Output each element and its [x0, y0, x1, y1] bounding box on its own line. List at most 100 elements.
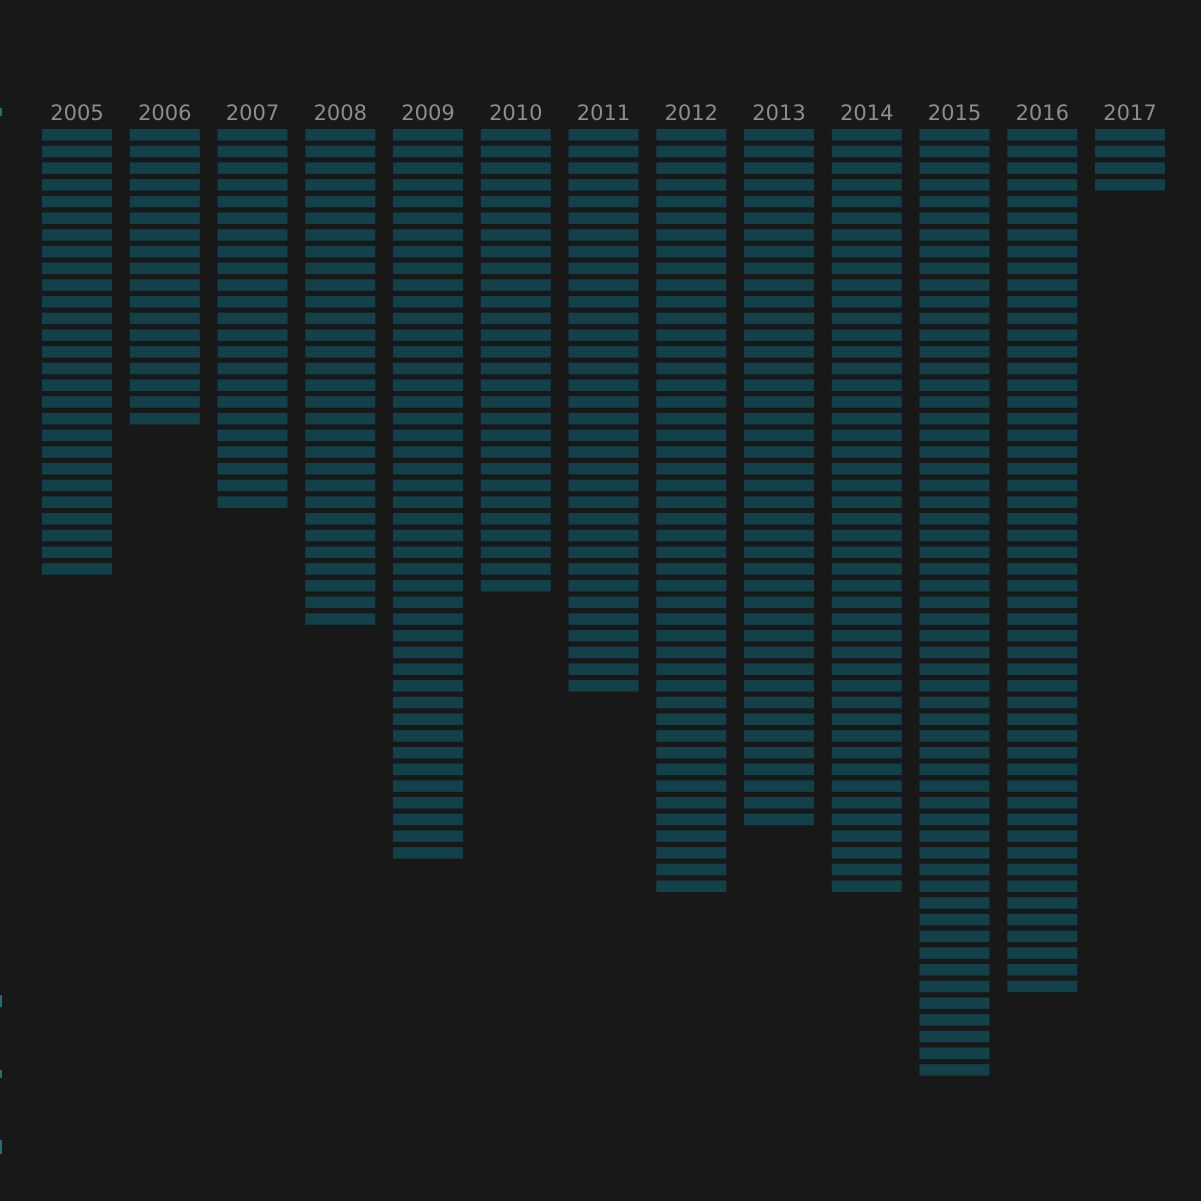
block — [656, 813, 727, 826]
column-2017: 2017 — [1095, 101, 1165, 191]
block — [744, 429, 814, 442]
block — [480, 245, 551, 258]
block — [1095, 179, 1165, 191]
block — [831, 396, 902, 408]
block — [568, 680, 639, 692]
year-label: 2007 — [226, 101, 279, 125]
block — [568, 429, 639, 442]
block — [480, 546, 551, 558]
block — [305, 496, 376, 508]
column-2009: 2009 — [393, 101, 463, 859]
block — [744, 797, 814, 809]
block — [1007, 947, 1078, 959]
block — [1007, 546, 1078, 558]
block — [1007, 279, 1078, 291]
block — [480, 162, 551, 174]
block — [568, 579, 639, 592]
block — [42, 563, 112, 575]
block — [480, 479, 551, 492]
block — [919, 713, 990, 725]
block — [1007, 830, 1078, 842]
block — [480, 346, 551, 358]
block — [919, 964, 990, 976]
block — [919, 780, 990, 792]
block — [919, 596, 990, 609]
edge-mark — [0, 108, 2, 116]
block — [744, 179, 814, 191]
year-label: 2013 — [752, 101, 805, 125]
block — [568, 212, 639, 224]
block — [831, 546, 902, 558]
block — [744, 229, 814, 241]
block — [393, 479, 463, 492]
block — [1007, 513, 1078, 525]
block — [1007, 663, 1078, 675]
block — [568, 513, 639, 525]
block — [919, 563, 990, 575]
block — [568, 245, 639, 258]
block — [919, 195, 990, 208]
block — [480, 496, 551, 508]
block — [831, 195, 902, 208]
block-columns: 2005 2006 2007 2008 2009 2010 2011 2012 2013 2014… — [42, 101, 1165, 1076]
block — [217, 362, 288, 375]
block — [217, 296, 288, 308]
block — [744, 362, 814, 375]
block — [393, 813, 463, 826]
block — [480, 513, 551, 525]
block — [305, 513, 376, 525]
block — [831, 312, 902, 325]
block — [831, 579, 902, 592]
block — [744, 646, 814, 659]
column-2014: 2014 — [831, 101, 902, 892]
block — [129, 195, 200, 208]
block — [919, 212, 990, 224]
block — [744, 630, 814, 642]
block — [393, 746, 463, 759]
edge-mark — [0, 1070, 2, 1078]
block — [1007, 596, 1078, 609]
block — [919, 145, 990, 158]
block — [656, 746, 727, 759]
block — [129, 179, 200, 191]
block — [305, 312, 376, 325]
block — [656, 780, 727, 792]
block — [568, 162, 639, 174]
block — [305, 579, 376, 592]
block — [480, 429, 551, 442]
block — [919, 162, 990, 174]
block — [217, 496, 288, 508]
block — [656, 262, 727, 275]
block — [919, 880, 990, 892]
year-label: 2015 — [928, 101, 981, 125]
block — [831, 496, 902, 508]
block — [393, 513, 463, 525]
block — [393, 730, 463, 742]
block — [42, 179, 112, 191]
block — [480, 379, 551, 391]
block — [656, 496, 727, 508]
block — [393, 296, 463, 308]
block — [744, 129, 814, 141]
block — [919, 646, 990, 659]
block — [919, 1064, 990, 1076]
block — [305, 262, 376, 275]
block — [744, 279, 814, 291]
block — [568, 646, 639, 659]
block — [305, 346, 376, 358]
block — [393, 162, 463, 174]
block — [919, 429, 990, 442]
block — [1007, 245, 1078, 258]
block — [217, 162, 288, 174]
block — [305, 145, 376, 158]
block — [656, 346, 727, 358]
block — [393, 362, 463, 375]
block — [744, 346, 814, 358]
block — [42, 396, 112, 408]
block — [568, 563, 639, 575]
block — [393, 613, 463, 625]
block — [129, 162, 200, 174]
block — [393, 446, 463, 458]
block — [919, 129, 990, 141]
block — [656, 763, 727, 776]
